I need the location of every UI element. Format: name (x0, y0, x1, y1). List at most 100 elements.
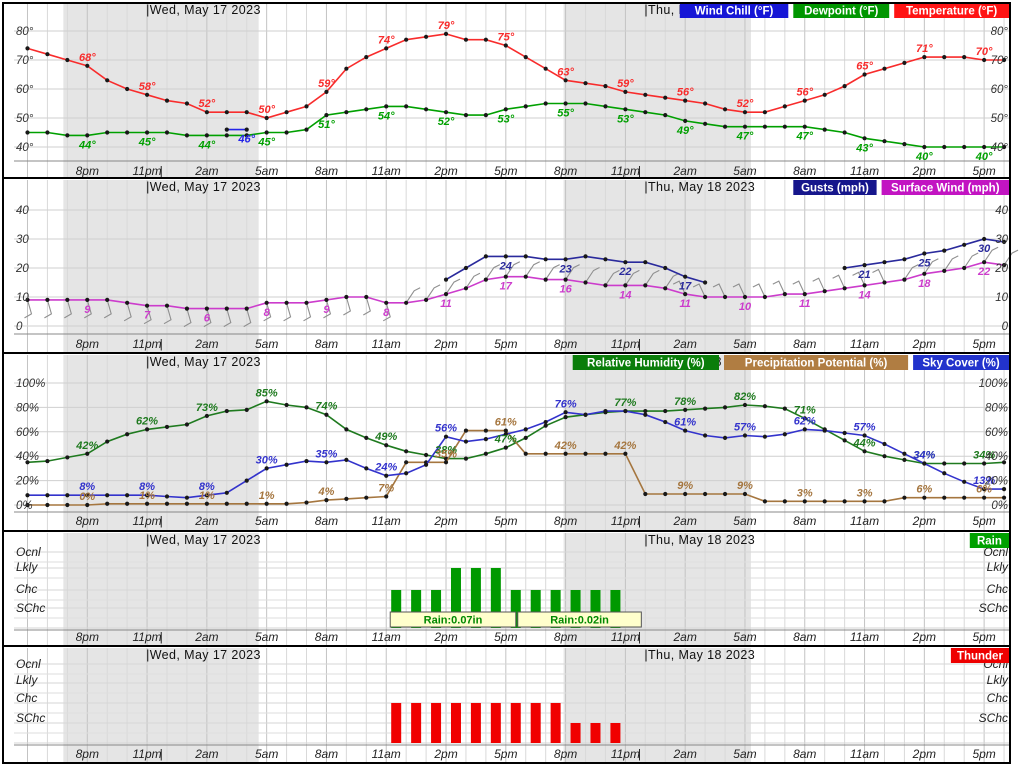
data-point-marker (583, 280, 588, 285)
midnight-separator: | (159, 630, 162, 644)
data-point-marker (224, 501, 229, 506)
data-point-marker (284, 462, 289, 467)
data-point-marker (45, 52, 50, 57)
data-point-marker (25, 502, 30, 508)
y-tick-label-right: 60° (991, 84, 1009, 96)
data-point-marker (423, 462, 429, 467)
data-point-marker (942, 471, 947, 476)
x-tick-label: 11pm (132, 747, 161, 761)
data-point-marker (483, 451, 488, 456)
thunder-bar (490, 703, 501, 743)
data-point-marker (882, 441, 887, 447)
wind-barb (363, 296, 371, 316)
data-point-marker (722, 124, 728, 129)
data-point-marker (483, 37, 488, 42)
y-tick-label-left: 20 (15, 263, 29, 275)
data-point-marker (643, 408, 648, 414)
rain-bar (550, 590, 561, 628)
x-tick-label: 11am (372, 514, 401, 528)
wind-barb (163, 305, 172, 325)
temperature-point-label: 75° (497, 32, 514, 44)
data-point-marker (25, 493, 30, 498)
data-point-marker (703, 280, 708, 285)
data-point-marker (244, 478, 249, 483)
data-point-marker (85, 63, 90, 68)
relative-humidity-point-label: 85% (256, 387, 278, 399)
data-point-marker (982, 144, 987, 150)
data-point-marker (65, 57, 70, 63)
category-label-right: Lkly (987, 560, 1009, 574)
x-tick-label: 2am (673, 747, 697, 761)
data-point-marker (1001, 460, 1007, 465)
data-point-marker (922, 144, 927, 150)
data-point-marker (623, 107, 628, 112)
data-point-marker (623, 89, 628, 94)
x-tick-label: 8am (793, 164, 816, 178)
relative-humidity-point-label: 38% (435, 445, 457, 457)
y-tick-label-left: 60% (16, 427, 39, 439)
data-point-marker (802, 124, 807, 129)
data-point-marker (125, 86, 130, 92)
precipitation-potential-point-label: 9% (677, 480, 693, 492)
data-point-marker (204, 501, 209, 506)
data-point-marker (85, 297, 90, 302)
gusts-point-label: 21 (857, 269, 870, 281)
legend-label: Wind Chill (°F) (695, 6, 774, 18)
wind-barb (903, 264, 919, 280)
data-point-marker (762, 434, 768, 439)
data-point-marker (902, 277, 907, 282)
data-point-marker (1001, 57, 1007, 63)
data-point-marker (922, 251, 927, 256)
x-tick-label: 11am (850, 514, 879, 528)
y-tick-label-left: 40% (16, 451, 39, 463)
data-point-marker (523, 55, 528, 60)
wind-barb (545, 264, 560, 280)
data-point-marker (284, 300, 289, 305)
data-point-marker (523, 254, 528, 259)
wind-barb (505, 261, 521, 278)
data-point-marker (204, 413, 209, 419)
data-point-marker (663, 95, 668, 100)
data-point-marker (423, 34, 429, 39)
data-point-marker (583, 451, 588, 456)
x-tick-label: 8am (315, 337, 338, 351)
data-point-marker (802, 98, 807, 103)
data-point-marker (663, 419, 668, 425)
data-point-marker (503, 445, 508, 450)
rain-amount-box (389, 611, 517, 628)
data-point-marker (583, 254, 588, 259)
surface-wind-point-label: 8 (383, 307, 390, 319)
chart-frame (2, 2, 1011, 764)
x-tick-label: 2pm (912, 514, 936, 528)
surface-wind-point-label: 17 (500, 281, 513, 293)
data-point-marker (663, 408, 668, 414)
data-point-marker (105, 78, 110, 83)
wind-panel: 24 23 22 17 21 25 30 9 7 6 8 9 8 11 17 16 14 11 10 11 14 18 22… (3, 180, 1019, 354)
day-header-label: |Wed, May 17 2023 (146, 533, 261, 547)
day-header-label: |Thu, May 18 2023 (644, 180, 755, 194)
data-point-marker (902, 60, 907, 65)
dewpoint-point-label: 40° (915, 151, 933, 163)
legend-surface-wind-mph- (881, 180, 1009, 195)
sky-cover-point-label: 30% (256, 454, 278, 466)
data-point-marker (922, 55, 927, 60)
data-point-marker (583, 412, 588, 417)
y-tick-label-left: 40° (16, 142, 34, 154)
precipitation-potential-point-label: 42% (613, 440, 636, 452)
precipitation-potential-point-label: 6% (916, 484, 932, 496)
data-point-marker (722, 405, 728, 410)
x-tick-label: 2pm (433, 747, 457, 761)
data-point-marker (404, 300, 409, 305)
data-point-marker (603, 257, 608, 262)
data-point-marker (822, 127, 827, 132)
data-point-marker (483, 254, 488, 259)
data-point-marker (683, 407, 688, 412)
data-point-marker (703, 491, 708, 497)
wind-barb (323, 299, 332, 319)
wind-barb (943, 255, 959, 272)
x-tick-label: 5pm (972, 337, 995, 351)
x-tick-label: 5am (255, 747, 278, 761)
midnight-separator: | (159, 514, 162, 528)
data-point-marker (962, 242, 967, 247)
data-point-marker (683, 428, 688, 433)
